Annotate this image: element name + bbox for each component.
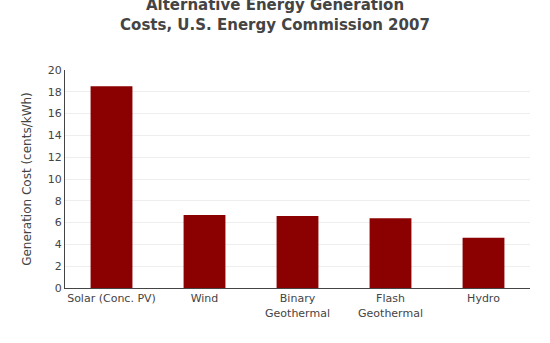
svg-text:FlashGeothermal: FlashGeothermal [358,292,423,319]
svg-text:0: 0 [55,282,62,295]
svg-text:8: 8 [55,195,62,208]
svg-text:Alternative Energy GenerationC: Alternative Energy GenerationCosts, U.S.… [120,0,430,34]
svg-text:2: 2 [55,260,62,273]
svg-text:BinaryGeothermal: BinaryGeothermal [265,292,330,319]
svg-text:4: 4 [55,238,62,251]
svg-text:14: 14 [48,129,62,142]
svg-text:Hydro: Hydro [467,292,500,305]
svg-text:16: 16 [48,107,62,120]
svg-text:Generation Cost (cents/kWh): Generation Cost (cents/kWh) [20,92,34,266]
svg-text:12: 12 [48,151,62,164]
svg-text:Wind: Wind [191,292,219,305]
svg-text:18: 18 [48,86,62,99]
svg-text:Solar (Conc. PV): Solar (Conc. PV) [67,292,156,305]
svg-text:6: 6 [55,216,62,229]
svg-text:20: 20 [48,64,62,77]
svg-text:10: 10 [48,173,62,186]
